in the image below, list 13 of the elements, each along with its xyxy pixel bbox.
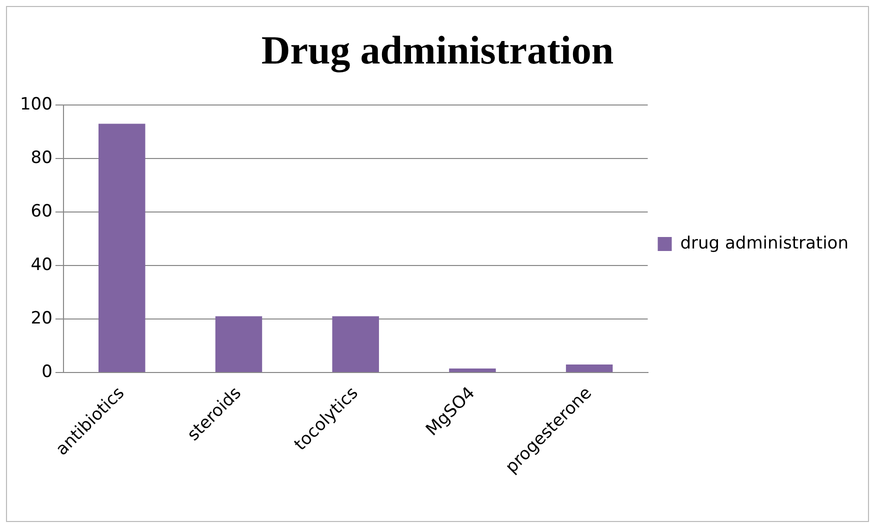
bar: [98, 124, 146, 372]
y-tick-label: 40: [30, 254, 52, 275]
y-tick-label: 100: [20, 94, 52, 114]
y-tick-label: 60: [30, 201, 52, 222]
y-tick-label: 20: [30, 308, 52, 328]
bar: [332, 316, 379, 372]
y-tick-label: 80: [30, 148, 52, 168]
legend-label: drug administration: [680, 233, 848, 254]
bar: [449, 368, 496, 372]
y-tick-label: 0: [42, 362, 52, 382]
chart-title: Drug administration: [261, 27, 614, 72]
bar: [215, 316, 262, 372]
bar: [566, 364, 613, 372]
